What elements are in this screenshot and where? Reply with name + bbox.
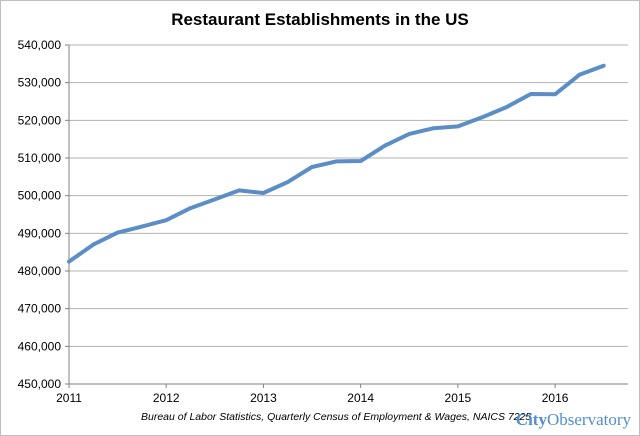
- x-tick-label-2: 2013: [250, 391, 277, 405]
- series-line-0: [67, 63, 606, 264]
- logo-city-text: City: [515, 410, 547, 429]
- y-tick-label-7: 520,000: [18, 113, 62, 127]
- source-note: Bureau of Labor Statistics, Quarterly Ce…: [141, 411, 532, 423]
- y-tick-label-0: 450,000: [18, 377, 62, 391]
- x-tick-label-4: 2015: [445, 391, 472, 405]
- x-tick-label-3: 2014: [347, 391, 374, 405]
- y-tick-label-1: 460,000: [18, 339, 62, 353]
- y-tick-label-9: 540,000: [18, 38, 62, 52]
- series-layer: [67, 63, 606, 264]
- x-axis-tick-labels: 2011 2012 2013 2014 2015 2016: [56, 391, 569, 405]
- y-tick-label-8: 530,000: [18, 76, 62, 90]
- y-tick-label-3: 480,000: [18, 264, 62, 278]
- y-tick-label-4: 490,000: [18, 226, 62, 240]
- y-axis-tick-labels: 450,000 460,000 470,000 480,000 490,000 500,0…: [18, 38, 62, 391]
- logo-observatory-text: Observatory: [546, 410, 631, 429]
- chart-title: Restaurant Establishments in the US: [171, 10, 469, 29]
- y-tick-label-2: 470,000: [18, 302, 62, 316]
- city-observatory-logo: CityObservatory: [516, 410, 631, 430]
- x-tick-label-5: 2016: [542, 391, 569, 405]
- y-tick-label-6: 510,000: [18, 151, 62, 165]
- y-tick-label-5: 500,000: [18, 189, 62, 203]
- x-tick-label-0: 2011: [56, 391, 82, 405]
- axes: [65, 44, 628, 388]
- x-tick-label-1: 2012: [153, 391, 180, 405]
